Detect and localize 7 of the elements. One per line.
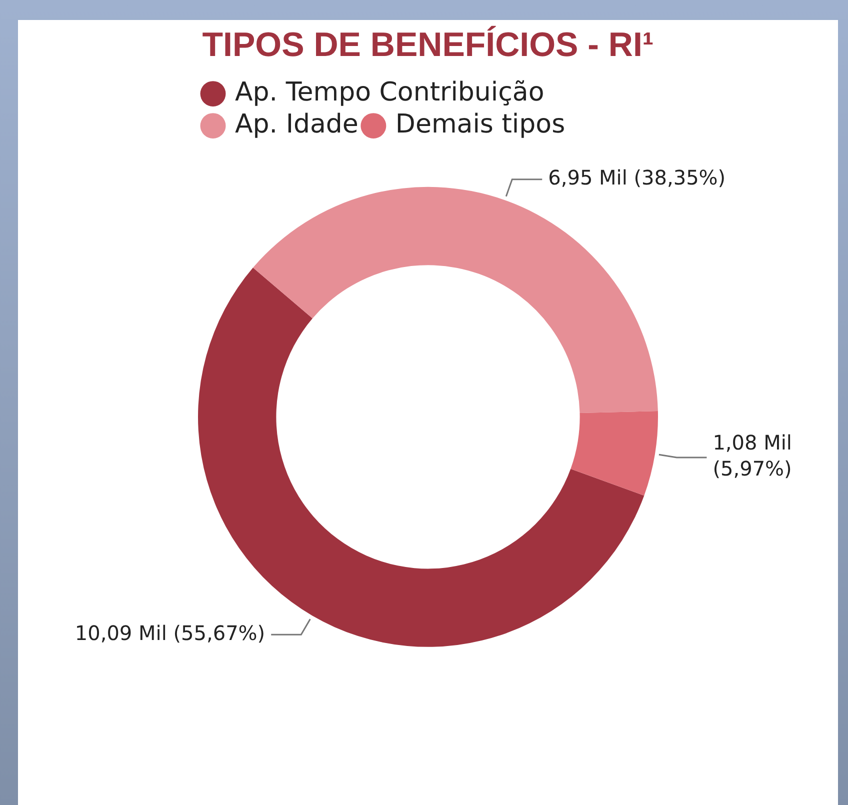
legend-label: Ap. Idade (235, 110, 358, 140)
data-label: 6,95 Mil (38,35%) (548, 166, 726, 190)
chart-title: TIPOS DE BENEFÍCIOS - RI¹ (202, 24, 654, 64)
legend-label: Ap. Tempo Contribuição (235, 78, 544, 108)
data-label: 1,08 Mil (5,97%) (712, 430, 792, 481)
data-label: 10,09 Mil (55,67%) (74, 620, 266, 645)
legend-label: Demais tipos (395, 110, 566, 140)
